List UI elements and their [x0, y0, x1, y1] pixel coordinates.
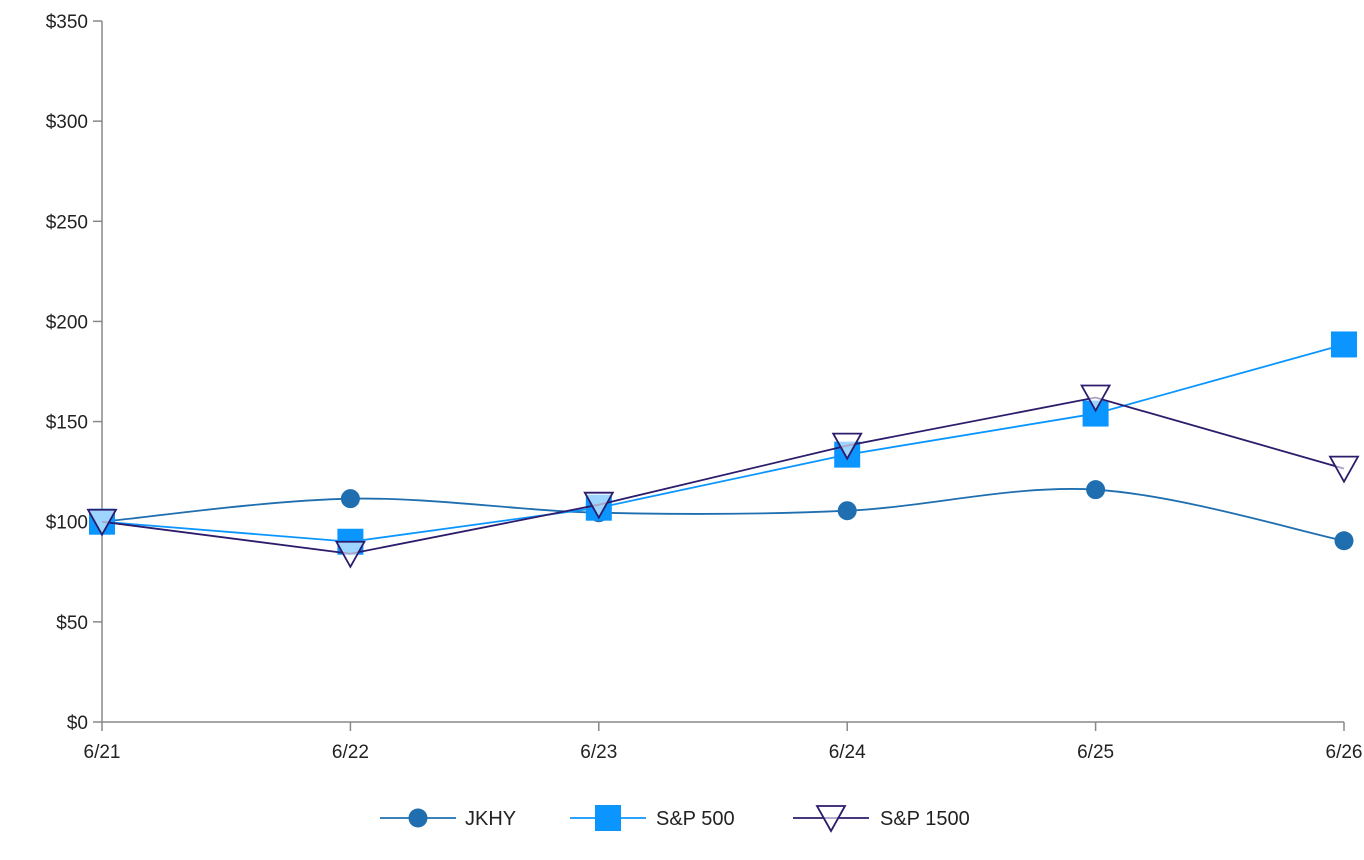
legend-label: JKHY: [465, 808, 516, 830]
y-tick-label: $150: [46, 413, 88, 434]
data-point-marker: [334, 540, 366, 569]
data-point-marker: [831, 432, 863, 461]
y-tick-label: $350: [46, 12, 88, 33]
series-jkhy: [92, 480, 1354, 551]
series-line: [101, 396, 1345, 555]
y-axis-ticks: $0 $50 $100 $150 $200 $250 $300 $350: [46, 12, 102, 734]
data-point-marker: [1328, 455, 1360, 484]
axes: $0$50$100$150$200$250$300$350 6/21 6/22 6/…: [46, 12, 1363, 763]
legend-marker: [815, 805, 847, 833]
legend-marker: [408, 808, 428, 828]
y-tick-label: $100: [46, 513, 88, 534]
x-tick-label: 6/22: [332, 742, 369, 763]
x-tick-label: 6/26: [1326, 742, 1363, 763]
series-layer: [86, 331, 1360, 569]
data-point-marker: [837, 501, 857, 521]
legend: JKHY S&P 500 S&P 1500: [380, 805, 970, 833]
y-tick-label: $300: [46, 112, 88, 133]
data-point-marker: [1334, 531, 1354, 551]
x-axis-ticks: 6/21 6/22 6/23 6/24 6/25 6/26: [84, 722, 1363, 763]
data-point-marker: [583, 491, 615, 520]
legend-item: S&P 500: [570, 805, 735, 831]
legend-item: S&P 1500: [793, 805, 970, 833]
data-point-marker: [86, 508, 118, 537]
series-line: [101, 488, 1345, 542]
series-s-p-1500: [86, 384, 1360, 569]
y-tick-label: $250: [46, 212, 88, 233]
legend-label: S&P 1500: [880, 808, 970, 830]
data-point-marker: [1080, 384, 1112, 413]
series-line: [101, 343, 1345, 543]
y-tick-label: $50: [56, 613, 88, 634]
x-tick-label: 6/24: [829, 742, 866, 763]
series-s-p-500: [89, 331, 1357, 555]
legend-label: S&P 500: [656, 808, 735, 830]
legend-item: JKHY: [380, 808, 516, 830]
x-tick-label: 6/21: [84, 742, 121, 763]
data-point-marker: [1086, 480, 1106, 500]
x-tick-label: 6/25: [1077, 742, 1114, 763]
y-tick-label: $0: [67, 713, 88, 734]
legend-marker: [595, 805, 621, 831]
x-tick-label: 6/23: [580, 742, 617, 763]
data-point-marker: [340, 489, 360, 509]
data-point-marker: [1331, 331, 1357, 358]
y-tick-label: $200: [46, 312, 88, 333]
